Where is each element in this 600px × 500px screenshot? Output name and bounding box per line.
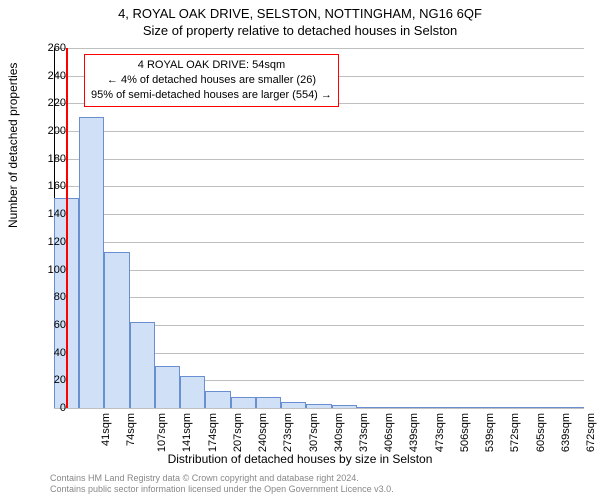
y-tick-label: 120 [48, 236, 66, 248]
x-tick-label: 307sqm [308, 413, 320, 452]
annotation-box: 4 ROYAL OAK DRIVE: 54sqm← 4% of detached… [84, 54, 339, 107]
histogram-bar [231, 397, 256, 408]
histogram-bar [534, 407, 559, 408]
x-tick-label: 240sqm [257, 413, 269, 452]
x-tick-label: 672sqm [585, 413, 597, 452]
x-tick-label: 439sqm [409, 413, 421, 452]
x-tick-label: 74sqm [125, 413, 137, 446]
histogram-bar [79, 117, 104, 408]
histogram-bar [332, 405, 357, 408]
gridline [54, 214, 584, 215]
gridline [54, 186, 584, 187]
histogram-bar [104, 252, 129, 408]
histogram-bar [205, 391, 230, 408]
gridline [54, 270, 584, 271]
histogram-bar [130, 322, 155, 408]
y-tick-label: 260 [48, 42, 66, 54]
x-tick-label: 340sqm [333, 413, 345, 452]
x-tick-label: 539sqm [484, 413, 496, 452]
histogram-bar [180, 376, 205, 408]
x-tick-label: 273sqm [282, 413, 294, 452]
histogram-bar [382, 407, 407, 408]
histogram-bar [559, 407, 584, 408]
y-tick-label: 180 [48, 153, 66, 165]
x-tick-label: 41sqm [100, 413, 112, 446]
title-address: 4, ROYAL OAK DRIVE, SELSTON, NOTTINGHAM,… [0, 0, 600, 21]
gridline [54, 297, 584, 298]
x-tick-label: 639sqm [560, 413, 572, 452]
y-tick-label: 140 [48, 208, 66, 220]
gridline [54, 48, 584, 49]
y-tick-label: 100 [48, 264, 66, 276]
gridline [54, 131, 584, 132]
histogram-bar [306, 404, 331, 408]
y-tick-label: 80 [54, 291, 66, 303]
title-subtitle: Size of property relative to detached ho… [0, 21, 600, 38]
x-tick-label: 473sqm [434, 413, 446, 452]
x-tick-label: 107sqm [156, 413, 168, 452]
y-tick-label: 0 [60, 402, 66, 414]
footer-attribution: Contains HM Land Registry data © Crown c… [50, 473, 394, 496]
gridline [54, 408, 584, 409]
histogram-bar [155, 366, 180, 408]
y-axis-label: Number of detached properties [6, 63, 20, 228]
annotation-line: ← 4% of detached houses are smaller (26) [91, 73, 332, 88]
histogram-bar [281, 402, 306, 408]
y-tick-label: 40 [54, 347, 66, 359]
y-tick-label: 240 [48, 70, 66, 82]
x-tick-label: 572sqm [510, 413, 522, 452]
histogram-bar [483, 407, 508, 408]
histogram-bar [433, 407, 458, 408]
annotation-line: 95% of semi-detached houses are larger (… [91, 88, 332, 103]
x-tick-label: 373sqm [358, 413, 370, 452]
x-tick-label: 141sqm [181, 413, 193, 452]
x-tick-label: 207sqm [232, 413, 244, 452]
footer-line2: Contains public sector information licen… [50, 484, 394, 496]
x-axis-label: Distribution of detached houses by size … [0, 452, 600, 466]
histogram-bar [407, 407, 432, 408]
footer-line1: Contains HM Land Registry data © Crown c… [50, 473, 394, 485]
x-tick-label: 605sqm [535, 413, 547, 452]
y-tick-label: 220 [48, 97, 66, 109]
x-tick-label: 406sqm [383, 413, 395, 452]
y-tick-label: 20 [54, 374, 66, 386]
annotation-line: 4 ROYAL OAK DRIVE: 54sqm [91, 58, 332, 73]
gridline [54, 159, 584, 160]
gridline [54, 242, 584, 243]
histogram-bar [357, 407, 382, 408]
plot-area: 4 ROYAL OAK DRIVE: 54sqm← 4% of detached… [54, 48, 584, 408]
y-tick-label: 60 [54, 319, 66, 331]
y-tick-label: 160 [48, 180, 66, 192]
x-tick-label: 506sqm [459, 413, 471, 452]
histogram-bar [256, 397, 281, 408]
histogram-bar [508, 407, 533, 408]
x-tick-label: 174sqm [207, 413, 219, 452]
y-tick-label: 200 [48, 125, 66, 137]
chart-container: 4, ROYAL OAK DRIVE, SELSTON, NOTTINGHAM,… [0, 0, 600, 500]
histogram-bar [458, 407, 483, 408]
